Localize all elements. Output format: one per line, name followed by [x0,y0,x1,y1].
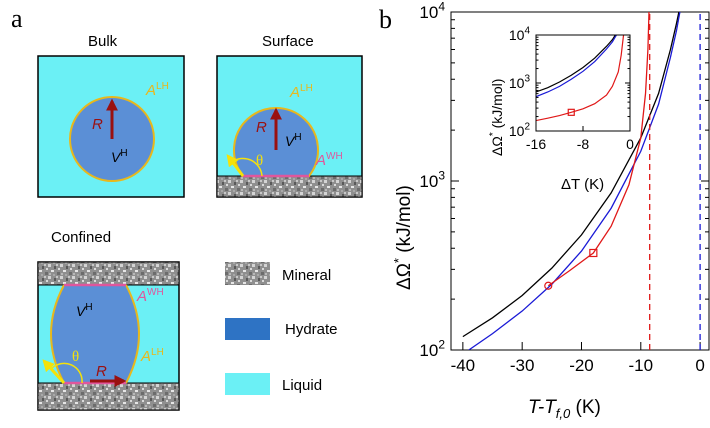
confined-LH-interface-left [50,284,65,384]
main-xtick-label: -10 [629,356,654,375]
main-ticks: -40 -30 -20 -10 0 102 103 104 [419,0,709,375]
inset-xlabel: ΔT (K) [561,176,604,193]
confined-LH-interface-right [125,284,140,384]
confined-theta-arc [50,362,83,384]
main-markers [544,248,598,290]
confined-R-label: R [96,363,107,380]
inset-background [536,35,630,131]
legend-swatch-liquid [225,373,270,395]
surface-ALH-label: ALH [289,83,313,101]
legend-swatch-mineral [225,262,270,285]
inset-series [536,35,625,122]
inset-ylabel: ΔΩ* (kJ/mol) [488,79,505,156]
main-ytick-label: 103 [419,168,445,191]
bulk-VH-label: VH [111,148,128,165]
legend-swatch-hydrate [225,318,270,340]
surface-title: Surface [262,33,314,50]
surface-AWH-label: AWH [315,151,343,169]
confined-mineral-bottom [37,382,180,411]
inset-ticks: -16 -8 0 102 103 104 [509,26,634,152]
legend-label-hydrate: Hydrate [285,321,338,338]
main-series-blue [468,12,681,350]
bulk-diagram: Bulk R VH ALH [37,33,185,198]
main-marker-circle [544,281,553,290]
main-xtick-label: -20 [569,356,594,375]
surface-VH-label: VH [285,132,302,149]
inset-marker-square [567,108,575,116]
surface-theta-arc [231,157,263,177]
main-marker-square [589,248,598,258]
confined-mineral-top [37,261,180,286]
main-xlabel: T-Tf,0 (K) [528,397,601,421]
legend-label-mineral: Mineral [282,267,331,284]
inset-series-red [536,35,625,122]
inset-xtick-label: 0 [626,136,634,152]
inset-xtick-label: -8 [577,136,590,152]
inset-ytick-label: 104 [509,26,531,43]
main-xtick-label: -30 [510,356,535,375]
main-series-red [547,12,650,287]
main-xtick-label: 0 [695,356,704,375]
legend-label-liquid: Liquid [282,377,322,394]
inset-ytick-label: 103 [509,74,531,91]
main-series [462,12,701,350]
surface-theta-label: θ [256,153,263,169]
confined-AWH-label: AWH [136,287,164,305]
surface-theta-arrow [226,154,245,177]
inset-markers [567,108,575,116]
confined-theta-label: θ [72,349,79,365]
panel-a-label: a [11,4,23,33]
confined-ALH-label: ALH [140,347,164,365]
confined-diagram: Confined VH AWH ALH R θ [37,229,180,411]
confined-hydrate [51,285,139,383]
panel-a-legend: Mineral Hydrate Liquid [225,262,338,395]
main-ytick-label: 102 [419,337,445,360]
confined-title: Confined [51,229,111,246]
panel-b-label: b [379,5,392,34]
confined-theta-arrow [42,359,66,385]
main-chart: -40 -30 -20 -10 0 102 103 104 T-Tf,0 (K) ΔΩ* (k… [391,0,710,421]
main-ytick-label: 104 [419,0,445,22]
inset-series-black [536,35,616,93]
main-series-black [462,12,680,338]
main-ylabel: ΔΩ* (kJ/mol) [391,185,415,290]
bulk-title: Bulk [88,33,118,50]
surface-R-label: R [256,119,267,136]
bulk-R-label: R [92,116,103,133]
inset-series-blue [536,35,618,98]
inset-xtick-label: -16 [526,136,546,152]
inset-chart: -16 -8 0 102 103 104 ΔT (K) ΔΩ* (kJ/mol) [488,26,634,193]
surface-mineral [216,175,363,198]
main-xtick-label: -40 [451,356,476,375]
bulk-ALH-label: ALH [145,81,169,99]
surface-diagram: Surface R VH ALH AWH θ [216,33,363,198]
inset-ytick-label: 102 [509,122,531,139]
confined-VH-label: VH [76,302,93,319]
